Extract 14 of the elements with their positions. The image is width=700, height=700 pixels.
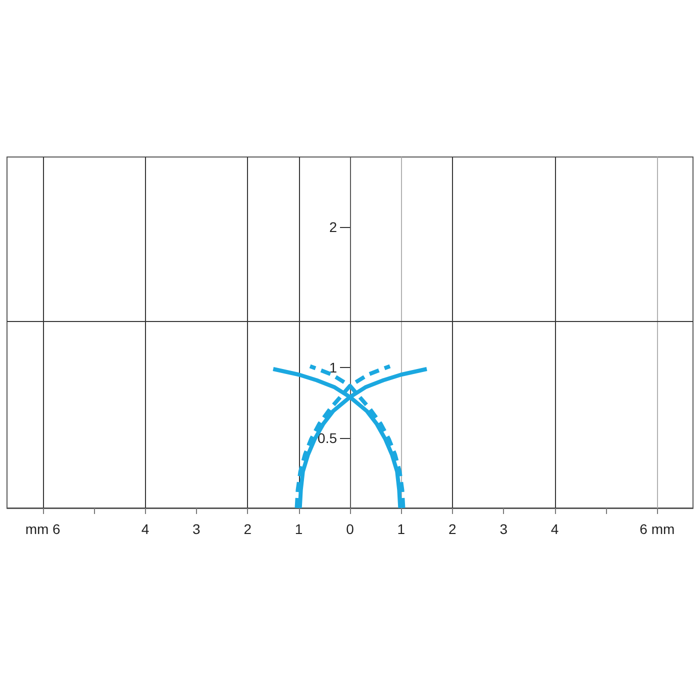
y-tick-label: 1: [329, 360, 338, 376]
x-tick-label: 0: [346, 521, 354, 537]
x-tick-label: 1: [397, 521, 406, 537]
y-tick-label: 0.5: [318, 430, 338, 446]
x-tick-label: 1: [294, 521, 303, 537]
x-tick-label: 4: [550, 521, 559, 537]
y-tick-label: 2: [329, 219, 338, 236]
x-tick-label: 3: [192, 521, 201, 537]
x-tick-label: 2: [448, 521, 456, 537]
x-tick-label: 3: [500, 521, 508, 537]
x-tick-label: 6 mm: [640, 521, 675, 537]
x-tick-label: 2: [244, 521, 252, 537]
x-tick-label: 4: [141, 521, 150, 537]
x-tick-label: mm 6: [25, 521, 61, 537]
